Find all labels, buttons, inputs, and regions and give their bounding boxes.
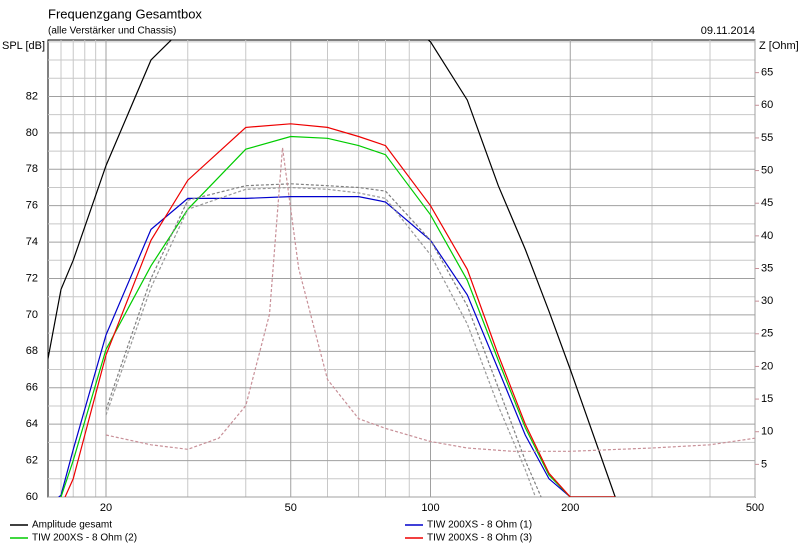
y-tick-label: 66 <box>26 382 38 394</box>
y-tick-label: 76 <box>26 200 38 212</box>
y-tick-label: 60 <box>26 491 38 503</box>
series-line <box>105 147 755 452</box>
y-tick-label: 64 <box>26 418 38 430</box>
series-line <box>64 123 616 497</box>
y2-tick-label: 55 <box>761 132 773 144</box>
y-tick-label: 78 <box>26 163 38 175</box>
x-tick-label: 100 <box>421 502 439 514</box>
y2-tick-label: 35 <box>761 262 773 274</box>
y-tick-label: 82 <box>26 90 38 102</box>
lines <box>48 40 755 497</box>
y2-tick-label: 40 <box>761 230 773 242</box>
y-tick-label: 72 <box>26 272 38 284</box>
series-line <box>57 196 616 497</box>
y2-tick-label: 15 <box>761 393 773 405</box>
y2-tick-label: 20 <box>761 360 773 372</box>
y-tick-label: 62 <box>26 454 38 466</box>
y2-tick-label: 50 <box>761 164 773 176</box>
series-line <box>48 40 616 497</box>
y2-tick-label: 30 <box>761 295 773 307</box>
legend-label: TIW 200XS - 8 Ohm (2) <box>32 533 137 544</box>
date: 09.11.2014 <box>701 25 755 37</box>
y2-tick-label: 65 <box>761 67 773 79</box>
y2-tick-label: 5 <box>761 458 767 470</box>
chart-title: Frequenzgang Gesamtbox <box>48 6 202 21</box>
x-tick-label: 200 <box>561 502 579 514</box>
x-tick-label: 50 <box>285 502 297 514</box>
y-tick-label: 80 <box>26 127 38 139</box>
y2-tick-label: 25 <box>761 328 773 340</box>
y2-tick-label: 45 <box>761 197 773 209</box>
y2-tick-label: 10 <box>761 426 773 438</box>
legend: Amplitude gesamt TIW 200XS - 8 Ohm (1) TIW… <box>10 520 532 544</box>
y-axis-label: SPL [dB] <box>2 40 45 52</box>
chart-subtitle: (alle Verstärker und Chassis) <box>48 26 176 37</box>
series-line <box>59 135 616 497</box>
legend-label: TIW 200XS - 8 Ohm (3) <box>427 533 532 544</box>
legend-label: TIW 200XS - 8 Ohm (1) <box>427 520 532 531</box>
y2-tick-label: 60 <box>761 99 773 111</box>
grid: 60 62 64 66 68 70 72 74 76 78 80 82 20 50 100 200 500 5 10… <box>26 40 773 514</box>
y2-axis-label: Z [Ohm] <box>759 40 799 52</box>
series-line <box>105 183 542 497</box>
series-line <box>105 186 537 497</box>
y-tick-label: 70 <box>26 309 38 321</box>
legend-label: Amplitude gesamt <box>32 520 112 531</box>
x-tick-label: 500 <box>746 502 764 514</box>
x-tick-label: 20 <box>100 502 112 514</box>
plot-area <box>47 39 756 498</box>
y-tick-label: 68 <box>26 345 38 357</box>
y-tick-label: 74 <box>26 236 38 248</box>
